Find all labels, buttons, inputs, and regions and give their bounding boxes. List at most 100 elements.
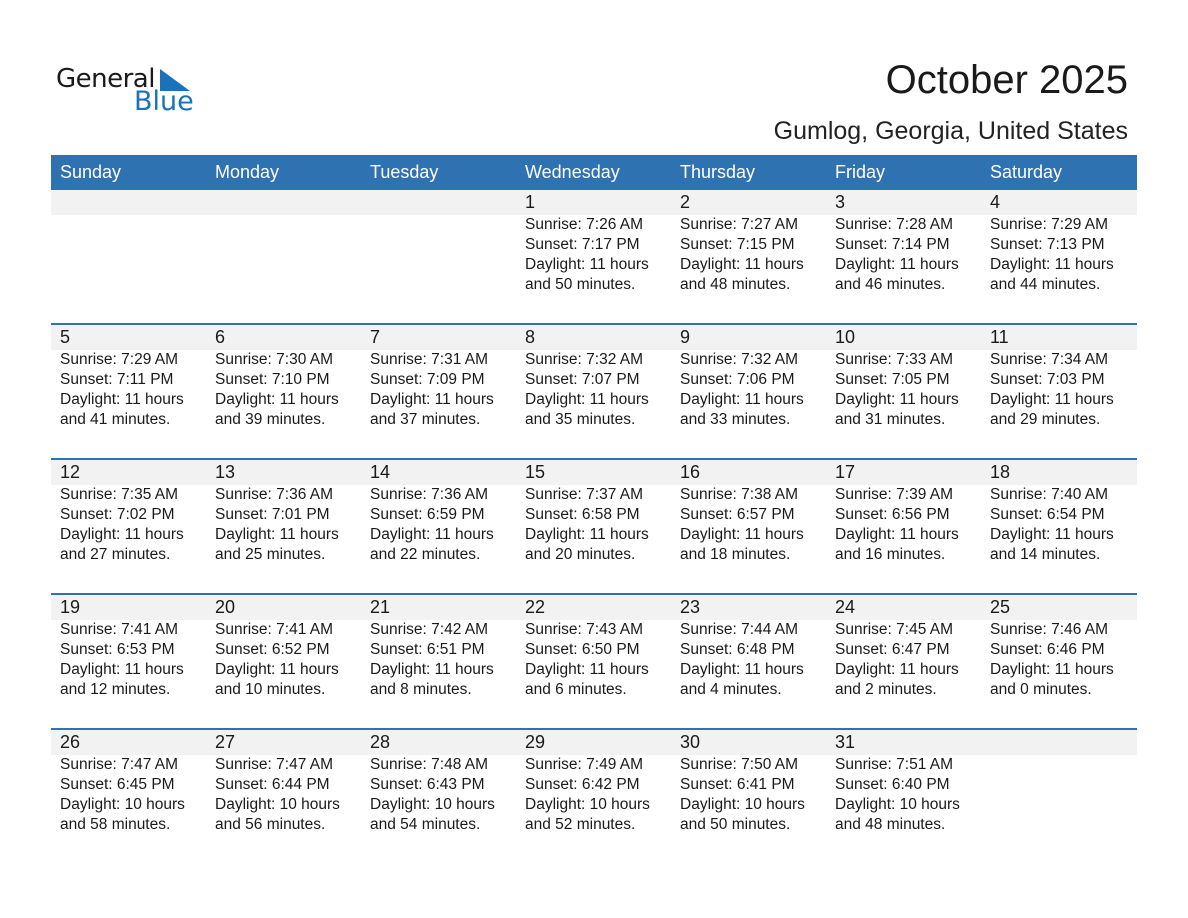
date-strip xyxy=(51,595,1137,620)
day-cell: 16 Sunrise: 7:38 AM Sunset: 6:57 PM Dayligh… xyxy=(671,460,826,593)
day-cell: 29 Sunrise: 7:49 AM Sunset: 6:42 PM Dayligh… xyxy=(516,730,671,863)
empty-cell xyxy=(981,730,1136,863)
logo-text-blue: Blue xyxy=(134,86,194,117)
day-cell: 28 Sunrise: 7:48 AM Sunset: 6:43 PM Dayligh… xyxy=(361,730,516,863)
daylight-minutes-text: and 52 minutes. xyxy=(525,816,636,833)
daylight-text: Daylight: 11 hours xyxy=(990,661,1114,678)
daylight-text: Daylight: 11 hours xyxy=(60,661,184,678)
daylight-minutes-text: and 22 minutes. xyxy=(370,546,481,563)
sunset-text: Sunset: 6:59 PM xyxy=(370,506,485,523)
day-number: 28 xyxy=(370,732,391,752)
daylight-text: Daylight: 11 hours xyxy=(680,256,804,273)
day-cell: 15 Sunrise: 7:37 AM Sunset: 6:58 PM Dayligh… xyxy=(516,460,671,593)
sunset-text: Sunset: 7:07 PM xyxy=(525,371,640,388)
day-number: 18 xyxy=(990,462,1011,482)
day-cell: 31 Sunrise: 7:51 AM Sunset: 6:40 PM Dayligh… xyxy=(826,730,981,863)
day-cell: 19 Sunrise: 7:41 AM Sunset: 6:53 PM Dayligh… xyxy=(51,595,206,728)
daylight-text: Daylight: 11 hours xyxy=(835,391,959,408)
day-number: 11 xyxy=(990,327,1009,347)
day-number: 8 xyxy=(525,327,536,347)
day-cell: 24 Sunrise: 7:45 AM Sunset: 6:47 PM Dayligh… xyxy=(826,595,981,728)
sunset-text: Sunset: 6:41 PM xyxy=(680,776,795,793)
daylight-text: Daylight: 10 hours xyxy=(680,796,805,813)
sunrise-text: Sunrise: 7:47 AM xyxy=(60,756,179,773)
sunrise-text: Sunrise: 7:37 AM xyxy=(525,486,644,503)
day-cell: 20 Sunrise: 7:41 AM Sunset: 6:52 PM Dayligh… xyxy=(206,595,361,728)
sunset-text: Sunset: 6:53 PM xyxy=(60,641,175,658)
day-cell: 26 Sunrise: 7:47 AM Sunset: 6:45 PM Dayligh… xyxy=(51,730,206,863)
daylight-text: Daylight: 10 hours xyxy=(525,796,650,813)
daylight-minutes-text: and 8 minutes. xyxy=(370,681,472,698)
sunrise-text: Sunrise: 7:27 AM xyxy=(680,216,799,233)
day-number: 16 xyxy=(680,462,701,482)
daylight-text: Daylight: 11 hours xyxy=(835,256,959,273)
sunset-text: Sunset: 7:06 PM xyxy=(680,371,795,388)
sunrise-text: Sunrise: 7:44 AM xyxy=(680,621,799,638)
daylight-text: Daylight: 11 hours xyxy=(680,391,804,408)
general-blue-logo: General Blue xyxy=(56,64,196,120)
page-title: October 2025 xyxy=(885,58,1128,102)
sunrise-text: Sunrise: 7:30 AM xyxy=(215,351,334,368)
day-number: 29 xyxy=(525,732,546,752)
sunrise-text: Sunrise: 7:47 AM xyxy=(215,756,334,773)
day-number: 31 xyxy=(835,732,856,752)
daylight-minutes-text: and 27 minutes. xyxy=(60,546,171,563)
daylight-minutes-text: and 4 minutes. xyxy=(680,681,782,698)
daylight-text: Daylight: 11 hours xyxy=(525,661,649,678)
daylight-text: Daylight: 11 hours xyxy=(525,526,649,543)
day-cell: 5 Sunrise: 7:29 AM Sunset: 7:11 PM Daylight… xyxy=(51,325,206,458)
daylight-text: Daylight: 11 hours xyxy=(525,256,649,273)
daylight-minutes-text: and 50 minutes. xyxy=(680,816,791,833)
daylight-minutes-text: and 48 minutes. xyxy=(835,816,946,833)
calendar-grid: Sunday Monday Tuesday Wednesday Thursday Frid… xyxy=(51,155,1137,863)
daylight-text: Daylight: 11 hours xyxy=(370,526,494,543)
daylight-minutes-text: and 2 minutes. xyxy=(835,681,937,698)
sunset-text: Sunset: 7:01 PM xyxy=(215,506,330,523)
sunset-text: Sunset: 6:45 PM xyxy=(60,776,175,793)
daylight-minutes-text: and 0 minutes. xyxy=(990,681,1092,698)
day-cell: 6 Sunrise: 7:30 AM Sunset: 7:10 PM Daylight… xyxy=(206,325,361,458)
daylight-text: Daylight: 11 hours xyxy=(835,526,959,543)
sunrise-text: Sunrise: 7:51 AM xyxy=(835,756,954,773)
sunset-text: Sunset: 6:47 PM xyxy=(835,641,950,658)
weekday-tuesday: Tuesday xyxy=(370,162,439,182)
day-number: 21 xyxy=(370,597,391,617)
empty-cell xyxy=(51,190,206,323)
weekday-monday: Monday xyxy=(215,162,280,182)
day-cell: 4 Sunrise: 7:29 AM Sunset: 7:13 PM Daylight… xyxy=(981,190,1136,323)
daylight-minutes-text: and 6 minutes. xyxy=(525,681,627,698)
day-number: 12 xyxy=(60,462,81,482)
day-number: 2 xyxy=(680,192,691,212)
day-number: 27 xyxy=(215,732,236,752)
daylight-minutes-text: and 46 minutes. xyxy=(835,276,946,293)
sunset-text: Sunset: 6:48 PM xyxy=(680,641,795,658)
day-number: 19 xyxy=(60,597,81,617)
date-strip xyxy=(51,730,1137,755)
sunrise-text: Sunrise: 7:41 AM xyxy=(215,621,334,638)
week-row: 19 Sunrise: 7:41 AM Sunset: 6:53 PM Dayligh… xyxy=(51,593,1137,728)
day-number: 13 xyxy=(215,462,236,482)
daylight-text: Daylight: 10 hours xyxy=(835,796,960,813)
date-strip xyxy=(51,190,1137,215)
daylight-text: Daylight: 11 hours xyxy=(990,526,1114,543)
daylight-minutes-text: and 31 minutes. xyxy=(835,411,946,428)
daylight-minutes-text: and 56 minutes. xyxy=(215,816,326,833)
daylight-minutes-text: and 33 minutes. xyxy=(680,411,791,428)
day-cell: 8 Sunrise: 7:32 AM Sunset: 7:07 PM Daylight… xyxy=(516,325,671,458)
week-row: 5 Sunrise: 7:29 AM Sunset: 7:11 PM Daylight… xyxy=(51,323,1137,458)
sunset-text: Sunset: 6:50 PM xyxy=(525,641,640,658)
day-number: 24 xyxy=(835,597,856,617)
day-number: 20 xyxy=(215,597,236,617)
day-cell: 17 Sunrise: 7:39 AM Sunset: 6:56 PM Dayligh… xyxy=(826,460,981,593)
sunset-text: Sunset: 7:15 PM xyxy=(680,236,795,253)
daylight-text: Daylight: 10 hours xyxy=(215,796,340,813)
sunset-text: Sunset: 6:52 PM xyxy=(215,641,330,658)
daylight-text: Daylight: 11 hours xyxy=(370,661,494,678)
sunrise-text: Sunrise: 7:31 AM xyxy=(370,351,489,368)
daylight-minutes-text: and 12 minutes. xyxy=(60,681,171,698)
day-number: 14 xyxy=(370,462,391,482)
weekday-header: Sunday Monday Tuesday Wednesday Thursday Frid… xyxy=(51,155,1137,188)
sunrise-text: Sunrise: 7:32 AM xyxy=(680,351,799,368)
day-cell: 7 Sunrise: 7:31 AM Sunset: 7:09 PM Daylight… xyxy=(361,325,516,458)
daylight-minutes-text: and 50 minutes. xyxy=(525,276,636,293)
